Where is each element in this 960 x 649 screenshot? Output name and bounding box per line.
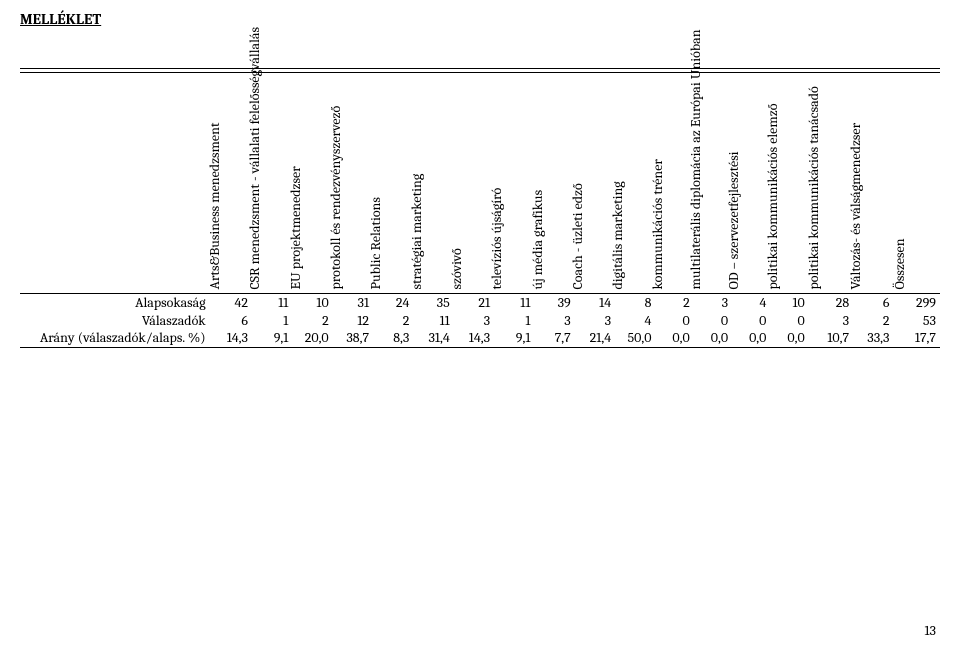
column-header-label: CSR menedzsment - vállalati felelősségvá… <box>246 69 264 289</box>
cell: 0 <box>694 312 732 330</box>
cell: 11 <box>252 294 292 312</box>
cell: 14,3 <box>212 329 252 347</box>
column-header-label: Public Relations <box>367 69 385 289</box>
divider <box>20 347 940 348</box>
column-header: politikai kommunikációs elemző <box>770 73 808 294</box>
cell: 6 <box>853 294 893 312</box>
cell: 38,7 <box>333 329 373 347</box>
cell: 0 <box>732 312 770 330</box>
column-header-label: kommunikációs tréner <box>648 69 666 289</box>
page-number: 13 <box>924 622 936 639</box>
cell: 0,0 <box>732 329 770 347</box>
column-header-label: multilaterális diplomácia az Európai Uni… <box>687 69 705 289</box>
cell: 0 <box>655 312 693 330</box>
cell: 3 <box>454 312 494 330</box>
cell: 24 <box>373 294 413 312</box>
table-header-row: Arts&Business menedzsmentCSR menedzsment… <box>20 73 940 294</box>
column-header-label: stratégiai marketing <box>407 69 425 289</box>
cell: 9,1 <box>494 329 534 347</box>
cell: 10 <box>770 294 808 312</box>
cell: 2 <box>655 294 693 312</box>
column-header-label: digitális marketing <box>609 69 627 289</box>
column-header-label: politikai kommunikációs tanácsadó <box>805 69 823 289</box>
cell: 4 <box>615 312 655 330</box>
cell: 0,0 <box>694 329 732 347</box>
cell: 10 <box>292 294 332 312</box>
page-title: MELLÉKLET <box>20 10 940 28</box>
divider <box>20 68 940 69</box>
cell: 12 <box>333 312 373 330</box>
column-header-label: televíziós újságíró <box>488 69 506 289</box>
column-header-label: protokoll és rendezvényszervező <box>327 69 345 289</box>
cell: 2 <box>292 312 332 330</box>
table-row: Arány (válaszadók/alaps. %)14,39,120,038… <box>20 329 940 347</box>
cell: 9,1 <box>252 329 292 347</box>
column-header-label: Változás- és válságmenedzser <box>847 69 865 289</box>
column-header-label: Coach - üzleti edző <box>569 69 587 289</box>
table-row: Válaszadók612122113133400003253 <box>20 312 940 330</box>
cell: 17,7 <box>893 329 940 347</box>
column-header-label: politikai kommunikációs elemző <box>763 69 781 289</box>
column-header-label: Arts&Business menedzsment <box>206 69 224 289</box>
column-header-label: új média grafikus <box>528 69 546 289</box>
column-header-label: EU projektmenedzser <box>286 69 304 289</box>
cell: 0,0 <box>655 329 693 347</box>
row-label: Alapsokaság <box>20 294 212 312</box>
cell: 14 <box>575 294 615 312</box>
table-body: Alapsokaság42111031243521113914823410286… <box>20 294 940 348</box>
cell: 21 <box>454 294 494 312</box>
cell: 11 <box>413 312 453 330</box>
column-header-label: szóvivő <box>448 69 466 289</box>
cell: 14,3 <box>454 329 494 347</box>
cell: 299 <box>893 294 940 312</box>
cell: 1 <box>252 312 292 330</box>
cell: 3 <box>694 294 732 312</box>
column-header: Változás- és válságmenedzser <box>853 73 893 294</box>
cell: 31 <box>333 294 373 312</box>
cell: 2 <box>373 312 413 330</box>
cell: 53 <box>893 312 940 330</box>
cell: 10,7 <box>809 329 853 347</box>
cell: 11 <box>494 294 534 312</box>
table-container: Arts&Business menedzsmentCSR menedzsment… <box>20 73 940 348</box>
cell: 7,7 <box>534 329 574 347</box>
cell: 0,0 <box>770 329 808 347</box>
column-header-label: Összesen <box>890 69 908 289</box>
cell: 4 <box>732 294 770 312</box>
column-header-label: OD – szervezetfejlesztési <box>725 69 743 289</box>
row-label: Válaszadók <box>20 312 212 330</box>
cell: 20,0 <box>292 329 332 347</box>
cell: 3 <box>534 312 574 330</box>
table-row: Alapsokaság42111031243521113914823410286… <box>20 294 940 312</box>
cell: 8 <box>615 294 655 312</box>
cell: 1 <box>494 312 534 330</box>
cell: 33,3 <box>853 329 893 347</box>
cell: 31,4 <box>413 329 453 347</box>
cell: 21,4 <box>575 329 615 347</box>
header-empty <box>20 73 212 294</box>
cell: 6 <box>212 312 252 330</box>
cell: 42 <box>212 294 252 312</box>
cell: 8,3 <box>373 329 413 347</box>
cell: 3 <box>575 312 615 330</box>
cell: 35 <box>413 294 453 312</box>
cell: 0 <box>770 312 808 330</box>
row-label: Arány (válaszadók/alaps. %) <box>20 329 212 347</box>
data-table: Arts&Business menedzsmentCSR menedzsment… <box>20 73 940 348</box>
column-header: Összesen <box>893 73 940 294</box>
cell: 3 <box>809 312 853 330</box>
cell: 39 <box>534 294 574 312</box>
page: MELLÉKLET Arts&Business menedzsmentCSR m… <box>0 0 960 649</box>
cell: 50,0 <box>615 329 655 347</box>
cell: 28 <box>809 294 853 312</box>
cell: 2 <box>853 312 893 330</box>
